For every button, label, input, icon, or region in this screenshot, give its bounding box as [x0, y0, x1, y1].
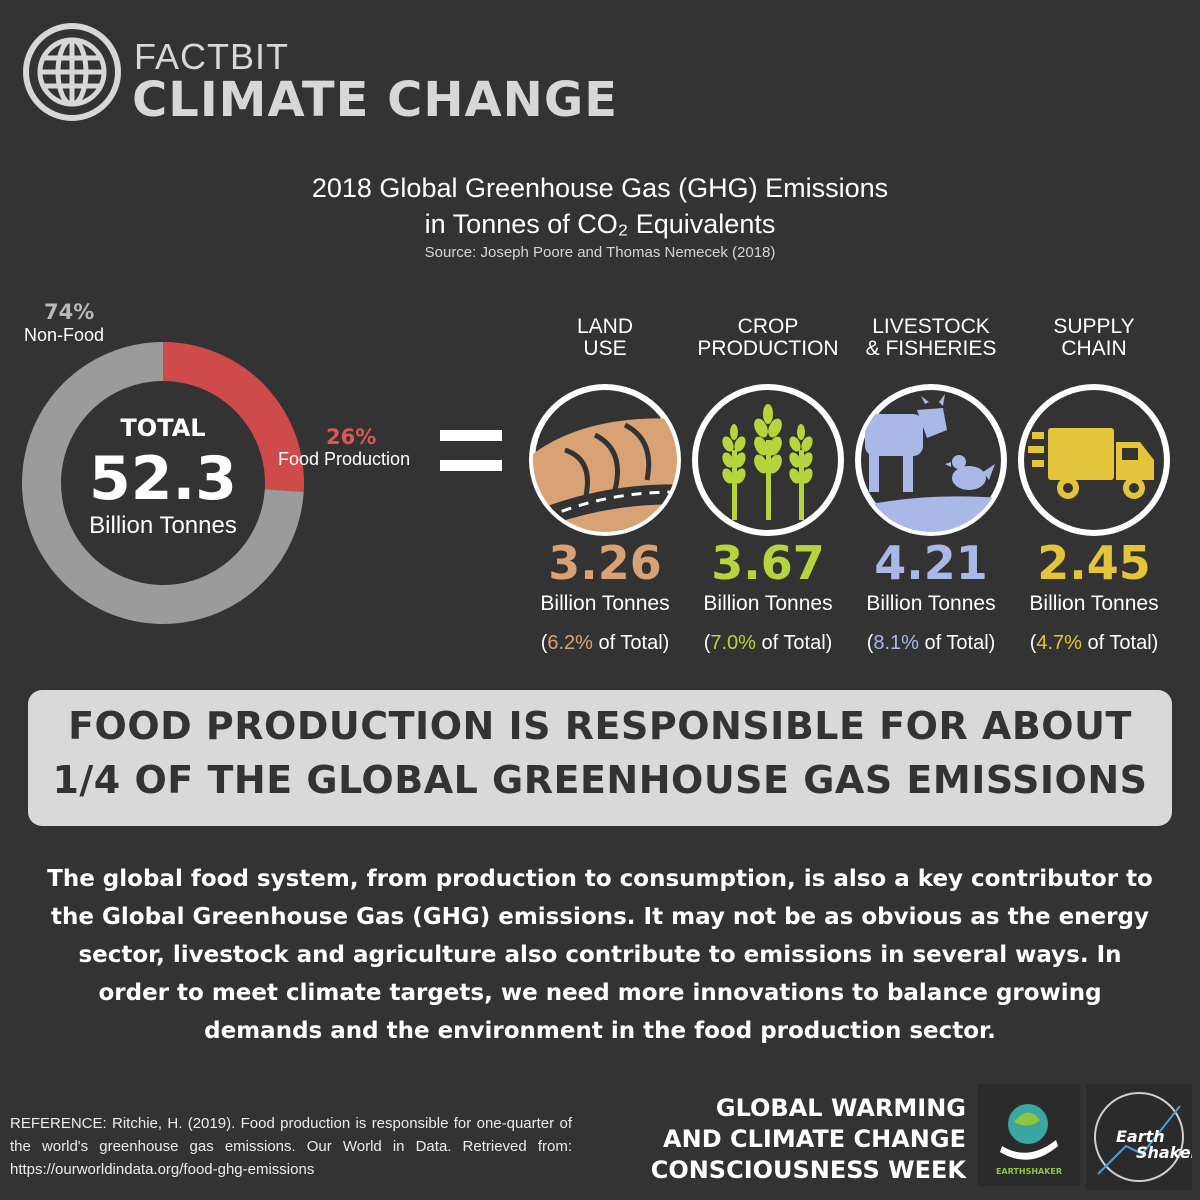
category-title: LAND USE — [520, 316, 690, 360]
footer-title-line3: CONSCIOUSNESS WEEK — [650, 1156, 966, 1184]
category-share-value: 6.2% — [547, 632, 593, 654]
category-title-line1: CROP — [737, 315, 799, 338]
donut-slice-food-production — [163, 342, 304, 492]
category-unit: Billion Tonnes — [703, 592, 833, 615]
reference-text: REFERENCE: Ritchie, H. (2019). Food prod… — [10, 1115, 572, 1178]
chart-title-line1: 2018 Global Greenhouse Gas (GHG) Emissio… — [311, 173, 889, 203]
category-share: (8.1% of Total) — [866, 632, 996, 654]
category-value: 3.67 — [711, 536, 825, 590]
category-title: CROP PRODUCTION — [683, 316, 853, 360]
footer-title: GLOBAL WARMING AND CLIMATE CHANGE CONSCI… — [640, 1093, 966, 1186]
slice-label-nonfood-value: 74% — [44, 300, 95, 324]
logo2-text-b: Shaker — [1136, 1143, 1192, 1162]
category-title-line2: CHAIN — [1061, 337, 1127, 360]
category-unit: Billion Tonnes — [866, 592, 996, 615]
slice-label-food-value: 26% — [326, 425, 377, 449]
equals-sign-bottom — [440, 460, 502, 471]
earthshaker-leaf-logo: EARTHSHAKER — [978, 1084, 1080, 1186]
wheat-icon — [692, 384, 844, 536]
category-title-line1: LIVESTOCK — [872, 315, 990, 338]
category-share-value: 4.7% — [1036, 632, 1082, 654]
brand-name: FACTBIT — [134, 36, 290, 77]
body-paragraph: The global food system, from production … — [47, 866, 1153, 1044]
banner-line1: FOOD PRODUCTION IS RESPONSIBLE FOR ABOUT — [68, 704, 1132, 748]
truck-icon — [1018, 384, 1170, 536]
category-value: 2.45 — [1037, 536, 1151, 590]
category-unit: Billion Tonnes — [1029, 592, 1159, 615]
chart-source: Source: Joseph Poore and Thomas Nemecek … — [424, 244, 776, 261]
category-share: (7.0% of Total) — [703, 632, 833, 654]
footer-title-line1: GLOBAL WARMING — [715, 1094, 966, 1122]
chart-title-line2: in Tonnes of CO₂ Equivalents — [424, 209, 776, 239]
equals-sign-top — [440, 430, 502, 441]
footer-title-line2: AND CLIMATE CHANGE — [663, 1125, 966, 1153]
key-message-banner: FOOD PRODUCTION IS RESPONSIBLE FOR ABOUT… — [28, 690, 1172, 826]
banner-line2: 1/4 OF THE GLOBAL GREENHOUSE GAS EMISSIO… — [52, 758, 1148, 802]
category-share: (6.2% of Total) — [540, 632, 670, 654]
total-value: 52.3 — [88, 444, 238, 514]
globe-icon — [23, 23, 121, 121]
total-label: TOTAL — [120, 414, 206, 442]
logo1-text: EARTHSHAKER — [996, 1167, 1062, 1176]
donut-chart — [22, 342, 304, 624]
category-title: SUPPLY CHAIN — [1009, 316, 1179, 360]
slice-label-nonfood: Non-Food — [24, 325, 105, 345]
category-share-suffix: of Total) — [1081, 632, 1159, 654]
category-unit: Billion Tonnes — [540, 592, 670, 615]
brand-topic: CLIMATE CHANGE — [132, 72, 619, 128]
category-share-suffix: of Total) — [592, 632, 670, 654]
category-value: 4.21 — [874, 536, 988, 590]
total-unit: Billion Tonnes — [89, 512, 237, 539]
logo2-text-a: Earth — [1116, 1127, 1165, 1146]
slice-label-food: Food Production — [278, 449, 411, 469]
category-share-value: 8.1% — [873, 632, 919, 654]
category-title: LIVESTOCK & FISHERIES — [846, 316, 1016, 360]
earthshaker-text-logo: Earth Shaker — [1086, 1084, 1192, 1190]
field-icon — [529, 384, 681, 536]
category-title-line2: PRODUCTION — [697, 337, 839, 360]
category-title-line1: LAND — [576, 315, 634, 338]
category-title-line2: USE — [583, 337, 627, 360]
cow-icon — [855, 384, 1007, 536]
category-share-suffix: of Total) — [918, 632, 996, 654]
category-value: 3.26 — [548, 536, 662, 590]
category-share-value: 7.0% — [710, 632, 756, 654]
category-title-line2: & FISHERIES — [865, 337, 997, 360]
category-share-suffix: of Total) — [755, 632, 833, 654]
category-title-line1: SUPPLY — [1053, 315, 1135, 338]
chart-title: 2018 Global Greenhouse Gas (GHG) Emissio… — [0, 170, 1200, 242]
category-share: (4.7% of Total) — [1029, 632, 1159, 654]
